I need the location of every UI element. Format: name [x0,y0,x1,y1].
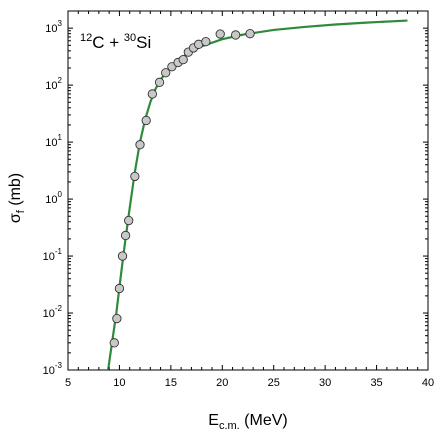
data-point [120,230,131,241]
y-tick-label-exp: 2 [58,76,63,85]
data-point [231,30,241,40]
y-axis-title-sub: f [15,209,27,213]
x-tick-label: 15 [165,377,177,389]
data-point [114,283,125,294]
y-axis-title-main: σ [7,213,24,223]
x-tick-label: 10 [113,377,125,389]
data-point [161,68,171,78]
fit-curve [107,19,408,371]
y-tick-label-base: 10 [45,23,57,35]
x-axis-title: Ec.m. (MeV) [208,412,287,432]
y-tick-label-base: 10 [45,194,57,206]
y-axis-title-unit: (mb) [7,173,24,210]
y-tick-label: 102 [45,76,62,92]
reaction-label-elem-b: Si [136,33,151,52]
x-tick-label: 25 [268,377,280,389]
x-axis-title-main: E [208,412,219,429]
data-point [124,215,134,226]
data-point [201,36,211,47]
reaction-label-elem-a: C [92,33,104,52]
y-tick-label-exp: 3 [58,19,63,28]
fit-curve-layer [107,19,408,371]
x-axis-title-unit: (MeV) [240,412,288,429]
x-tick-label: 35 [370,377,382,389]
y-tick-label: 100 [45,190,62,206]
data-point [178,54,188,65]
y-tick-label: 10-2 [43,304,63,320]
reaction-label-mass-b: 30 [124,32,136,44]
data-point [215,29,225,39]
y-tick-label-exp: 1 [58,133,63,142]
y-tick-label-exp: 0 [58,190,63,199]
data-point [109,338,119,348]
y-tick-label-exp: -2 [55,304,63,313]
y-tick-label-base: 10 [45,80,57,92]
y-tick-label: 101 [45,133,62,149]
data-point [112,313,122,324]
y-tick-label-base: 10 [43,365,55,377]
reaction-label-mass-a: 12 [80,32,92,44]
y-tick-label: 10-3 [43,361,63,377]
data-point [135,140,145,150]
x-axis-title-sub: c.m. [219,420,240,432]
x-tick-label: 5 [65,377,71,389]
reaction-label: 12C + 30Si [80,32,151,52]
y-tick-label-base: 10 [43,251,55,263]
x-tick-label: 40 [422,377,434,389]
y-tick-label-exp: -3 [55,361,63,370]
plot-frame [67,10,429,371]
data-point [154,77,165,87]
reaction-label-plus: + [105,33,124,52]
y-tick-label-exp: -1 [55,247,63,256]
data-point [147,89,157,99]
data-point [245,29,255,39]
y-tick-label-base: 10 [45,137,57,149]
y-tick-label: 103 [45,19,62,35]
x-tick-label: 30 [319,377,331,389]
data-point [117,251,128,261]
x-tick-label: 20 [216,377,228,389]
data-point [141,115,151,126]
data-point [130,171,140,182]
y-tick-label: 10-1 [43,247,63,263]
y-axis-title: σf (mb) [7,173,27,223]
y-tick-label-base: 10 [43,308,55,320]
data-points-layer [109,29,255,348]
plot-area [67,10,429,371]
